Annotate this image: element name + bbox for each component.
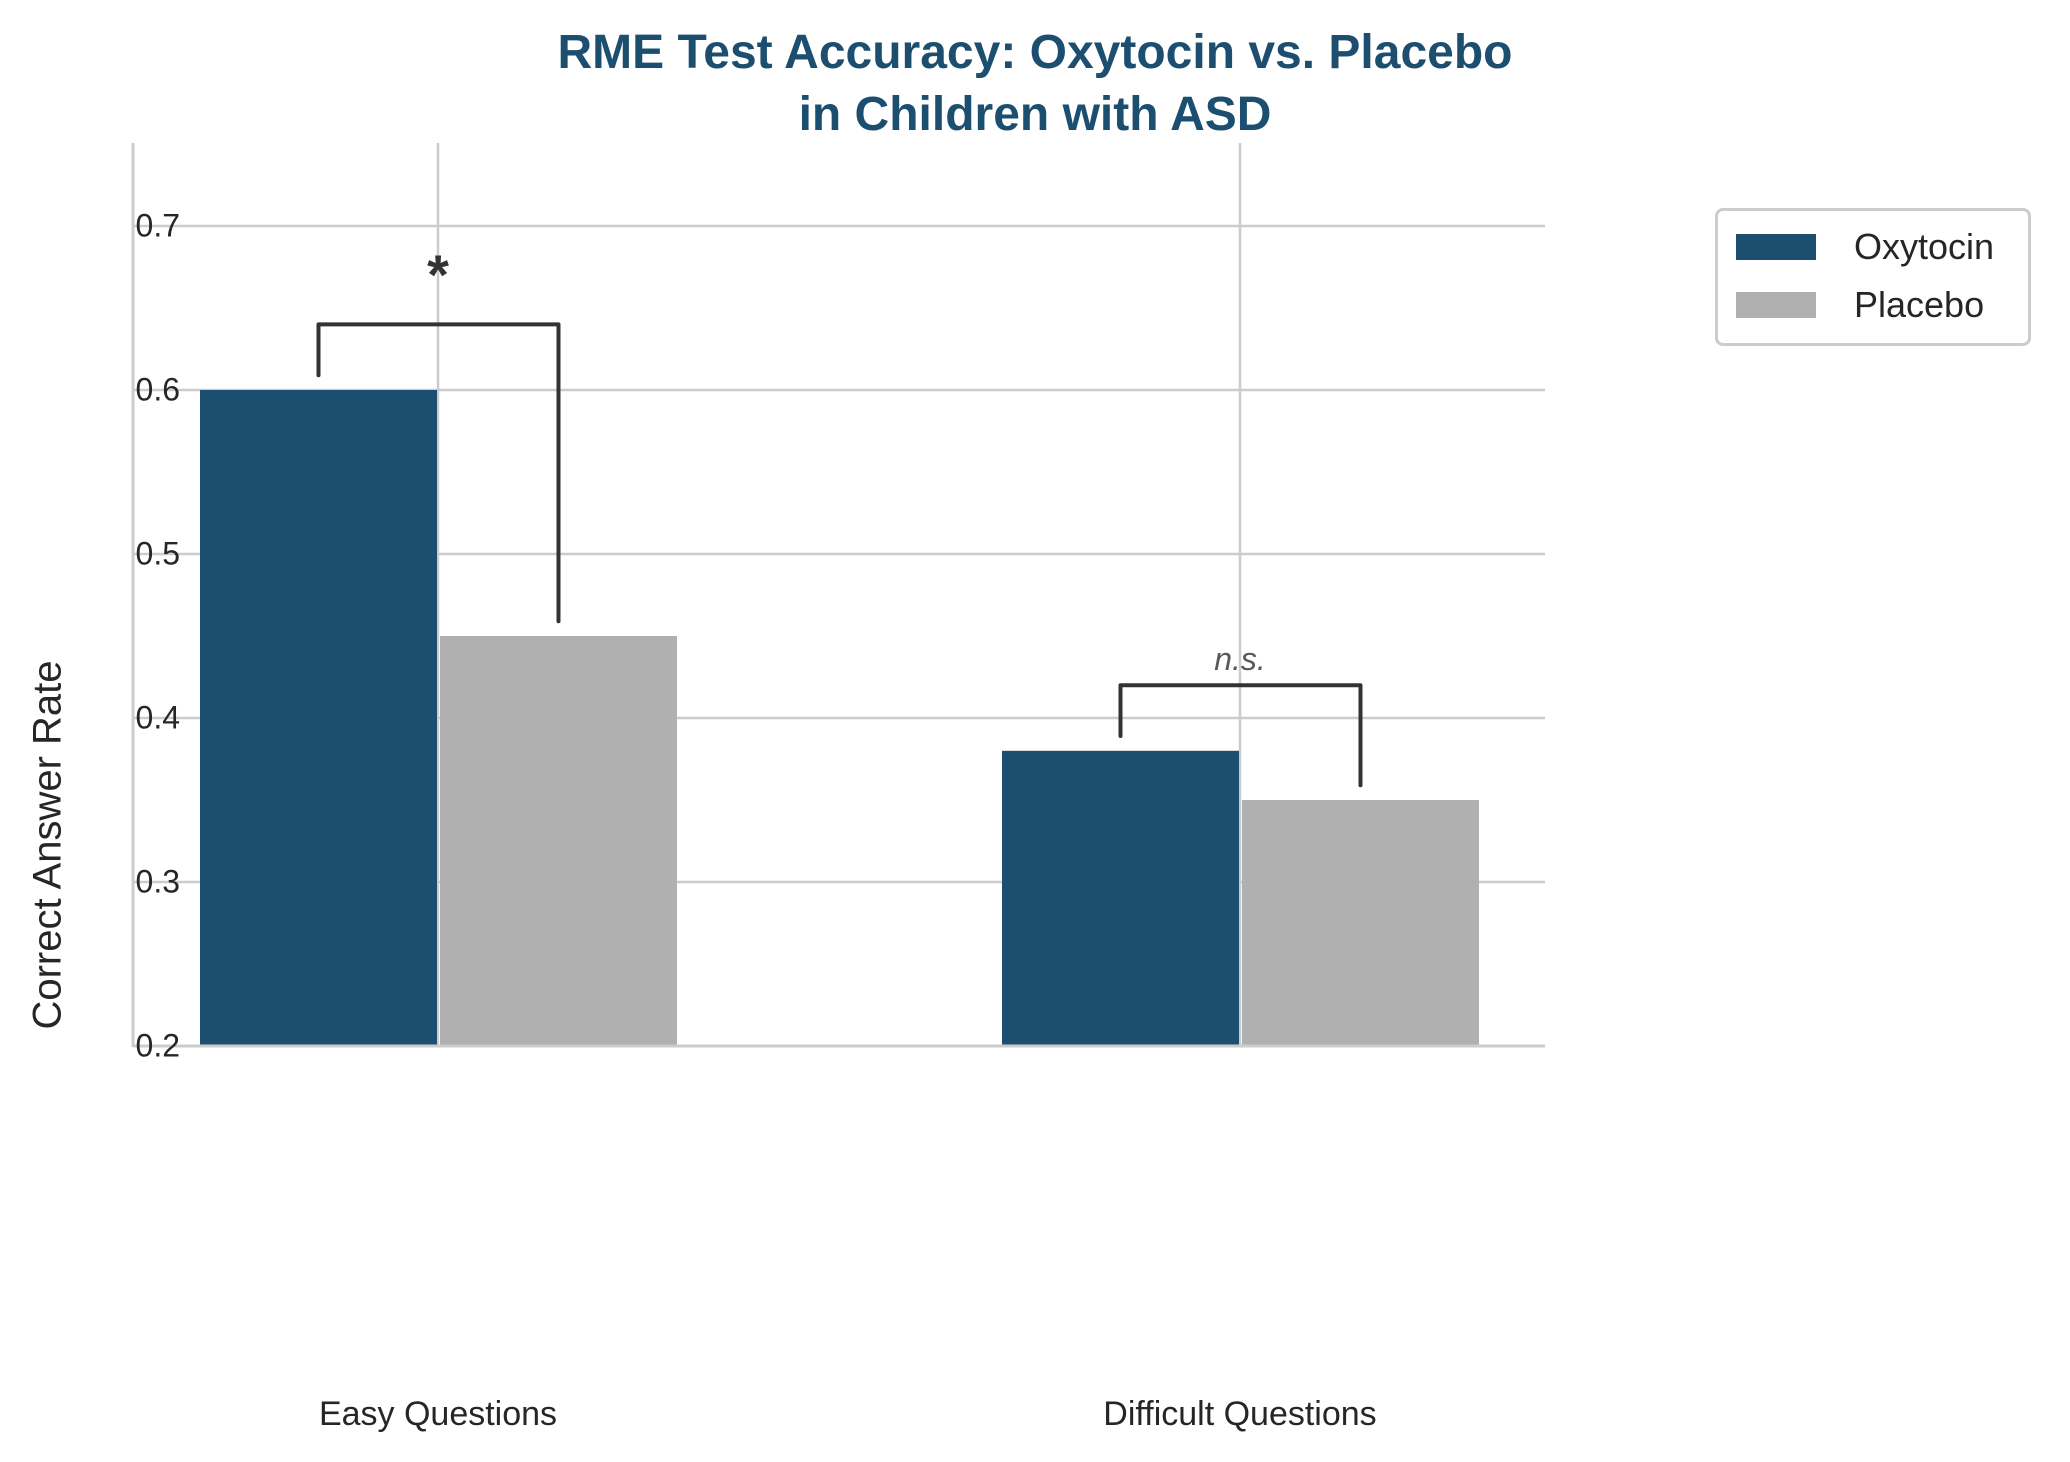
significance-star: * xyxy=(427,243,449,307)
y-tick-label: 0.7 xyxy=(135,207,180,244)
legend-label-placebo: Placebo xyxy=(1854,284,1985,325)
y-tick-label: 0.2 xyxy=(135,1027,180,1064)
axes xyxy=(131,143,1545,1048)
chart-title-line-2: in Children with ASD xyxy=(798,88,1272,141)
x-tick-label: Difficult Questions xyxy=(1103,1395,1377,1433)
bar-oxytocin xyxy=(200,390,437,1046)
legend: Oxytocin Placebo xyxy=(1715,208,2031,346)
legend-item-oxytocin: Oxytocin xyxy=(1736,226,1995,267)
legend-swatch-placebo xyxy=(1736,292,1816,318)
not-significant-label: n.s. xyxy=(1214,641,1266,678)
y-tick-label: 0.5 xyxy=(135,535,180,572)
y-tick-label: 0.3 xyxy=(135,863,180,900)
chart-title-line-1: RME Test Accuracy: Oxytocin vs. Placebo xyxy=(557,26,1513,79)
significance-brackets xyxy=(316,322,1363,788)
legend-swatch-oxytocin xyxy=(1736,234,1816,260)
y-axis-label: Correct Answer Rate xyxy=(25,660,70,1030)
significance-bracket xyxy=(316,322,561,624)
legend-label-oxytocin: Oxytocin xyxy=(1854,226,1995,267)
bars xyxy=(200,390,1479,1046)
chart-title: RME Test Accuracy: Oxytocin vs. Placebo … xyxy=(0,22,2070,146)
y-tick-label: 0.4 xyxy=(135,699,180,736)
significance-bracket xyxy=(1118,683,1363,788)
y-tick-label: 0.6 xyxy=(135,371,180,408)
bar-placebo xyxy=(440,636,677,1046)
x-tick-label: Easy Questions xyxy=(318,1395,558,1433)
bar-placebo xyxy=(1242,800,1479,1046)
bar-oxytocin xyxy=(1002,750,1239,1046)
legend-item-placebo: Placebo xyxy=(1736,284,1985,325)
